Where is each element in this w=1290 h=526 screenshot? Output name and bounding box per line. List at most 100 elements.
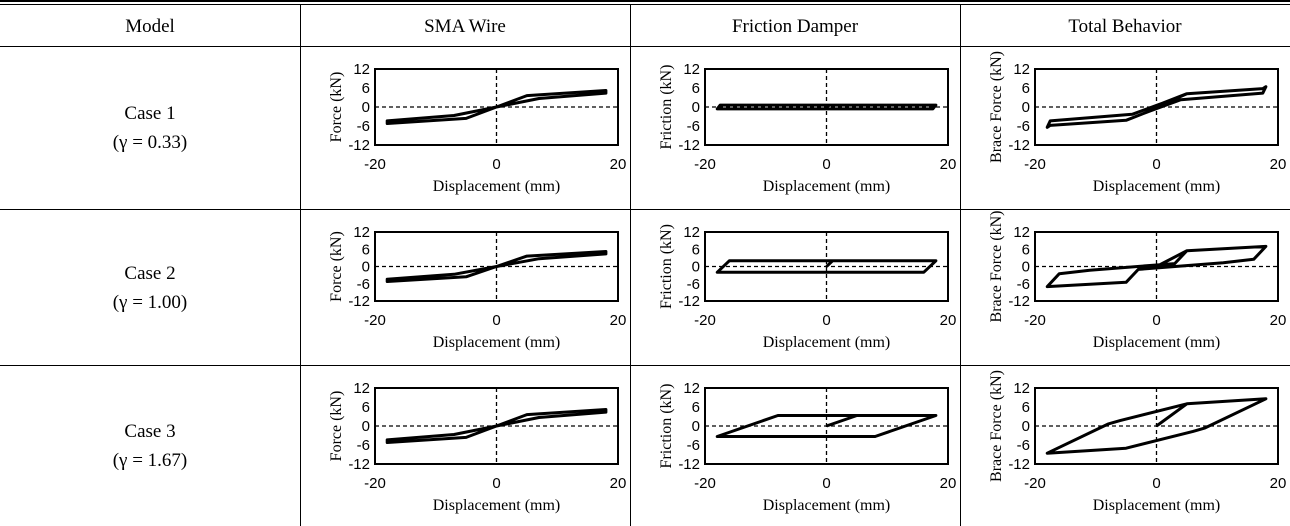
y-axis-title: Brace Force (kN) [988,211,1005,323]
y-tick-label: 0 [1022,259,1030,276]
y-tick-label: 12 [1013,224,1030,241]
gamma-value: (γ = 1.67) [112,450,188,471]
y-axis-title: Friction (kN) [658,65,675,150]
column-divider-2 [630,5,631,526]
x-axis-title: Displacement (mm) [433,497,561,514]
plot-frame [1034,387,1279,465]
x-tick-label: 20 [610,475,627,492]
y-tick-label: 12 [683,61,700,78]
y-tick-label: 6 [1022,241,1030,258]
y-tick-label: 6 [692,399,700,416]
y-tick-label: -6 [687,276,700,293]
x-tick-label: 20 [940,156,957,173]
x-tick-label: 0 [822,475,830,492]
x-tick-label: -20 [1024,475,1046,492]
y-tick-label: 0 [362,259,370,276]
x-tick-label: 20 [610,156,627,173]
hysteresis-loop [715,103,938,111]
y-tick-label: -12 [348,456,370,473]
y-tick-label: 6 [1022,399,1030,416]
case-label: Case 3 [124,421,176,442]
x-axis-title: Displacement (mm) [1093,178,1221,195]
x-tick-label: -20 [1024,312,1046,329]
y-tick-label: 12 [1013,61,1030,78]
plot-frame [374,68,619,146]
y-tick-label: 0 [692,259,700,276]
y-axis-title: Brace Force (kN) [988,370,1005,482]
y-axis-title: Force (kN) [328,231,345,302]
plot-frame [1034,68,1279,146]
x-tick-label: -20 [364,312,386,329]
x-axis-title: Displacement (mm) [1093,497,1221,514]
y-tick-label: -6 [357,118,370,135]
y-tick-label: -12 [678,293,700,310]
hysteresis-loop [1045,85,1268,129]
y-axis-title: Friction (kN) [658,224,675,309]
y-axis-title: Force (kN) [328,72,345,143]
x-tick-label: -20 [364,156,386,173]
y-tick-label: -6 [1017,437,1030,454]
x-tick-label: 0 [1152,475,1160,492]
y-tick-label: 0 [362,99,370,116]
y-tick-label: 12 [683,380,700,397]
x-tick-label: 0 [492,312,500,329]
y-tick-label: 0 [1022,418,1030,435]
x-tick-label: 20 [1270,312,1287,329]
y-tick-label: 6 [1022,80,1030,97]
x-axis-title: Displacement (mm) [433,178,561,195]
y-axis-title: Force (kN) [328,391,345,462]
row-divider-2 [0,365,1290,366]
x-axis-title: Displacement (mm) [1093,334,1221,351]
y-tick-label: -6 [687,118,700,135]
x-tick-label: 20 [1270,156,1287,173]
y-tick-label: 12 [353,224,370,241]
x-tick-label: 0 [822,312,830,329]
y-tick-label: 0 [692,99,700,116]
x-tick-label: 0 [822,156,830,173]
chart-case1-friction: 12 6 0 -6 -12 -20 0 20 Displacement (mm) Friction… [658,61,957,195]
plot-frame [374,231,619,302]
plot-frame [374,387,619,465]
chart-case1-total: 12 6 0 -6 -12 -20 0 20 Displacement (mm) Brace Fo… [988,51,1287,195]
y-tick-label: 0 [692,418,700,435]
y-tick-label: 12 [353,380,370,397]
y-tick-label: -6 [1017,118,1030,135]
y-tick-label: 12 [1013,380,1030,397]
case-label: Case 2 [124,262,176,284]
y-tick-label: 6 [362,241,370,258]
row-divider-1 [0,209,1290,210]
y-tick-label: -6 [687,437,700,454]
model-cell-case-2: Case 2 (γ = 1.00) [0,210,300,365]
x-tick-label: -20 [694,312,716,329]
hysteresis-loop [1045,397,1268,455]
x-axis-title: Displacement (mm) [763,497,891,514]
x-tick-label: 20 [940,475,957,492]
column-divider-1 [300,5,301,526]
chart-case1-sma: 12 6 0 -6 -12 -20 0 20 Displacement (mm) Force (k… [328,61,627,195]
y-tick-label: -6 [357,437,370,454]
header-sma-wire: SMA Wire [424,16,506,37]
hysteresis-loop [715,259,938,274]
y-tick-label: -6 [357,276,370,293]
y-tick-label: 0 [1022,99,1030,116]
plot-frame [704,231,949,302]
x-tick-label: 0 [1152,156,1160,173]
y-tick-label: 12 [353,61,370,78]
header-total-behavior: Total Behavior [1068,16,1182,37]
x-axis-title: Displacement (mm) [763,178,891,195]
top-rule [0,0,1290,2]
x-tick-label: -20 [694,475,716,492]
chart-case3-sma: 12 6 0 -6 -12 -20 0 20 Displacement (mm) Force (k… [328,380,627,514]
y-tick-label: 6 [692,241,700,258]
y-tick-label: -12 [1008,137,1030,154]
hysteresis-loop [1045,244,1268,289]
x-axis-title: Displacement (mm) [763,334,891,351]
x-axis-title: Displacement (mm) [433,334,561,351]
y-tick-label: -12 [678,137,700,154]
x-tick-label: 20 [940,312,957,329]
plot-frame [1034,231,1279,302]
y-tick-label: 6 [362,80,370,97]
model-cell-case-1: Case 1 (γ = 0.33) [0,47,300,209]
